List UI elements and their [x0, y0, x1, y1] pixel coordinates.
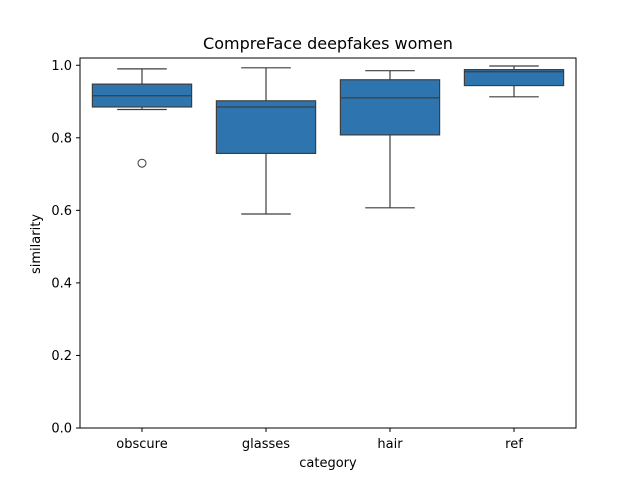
x-tick-label-glasses: glasses: [242, 437, 290, 452]
y-tick-label-1: 0.2: [51, 349, 72, 364]
y-tick-label-5: 1.0: [51, 59, 72, 74]
y-tick-label-0: 0.0: [51, 422, 72, 437]
x-tick-label-hair: hair: [377, 437, 403, 452]
outlier-obscure-0: [137, 158, 147, 168]
x-axis-label: category: [299, 456, 357, 471]
plot-area: 0.0 0.2 0.4 0.6 0.8 1.0 obscure glasses hair ref: [51, 57, 577, 452]
y-tick-label-3: 0.6: [51, 204, 72, 219]
y-tick-label-4: 0.8: [51, 131, 72, 146]
x-tick-label-ref: ref: [505, 437, 523, 452]
axes-frame: [79, 57, 577, 429]
y-axis-label: similarity: [29, 214, 44, 274]
box-ref: [463, 69, 565, 87]
y-tick-label-2: 0.4: [51, 276, 72, 291]
chart-title: CompreFace deepfakes women: [203, 34, 453, 53]
box-hair: [339, 79, 441, 136]
box-glasses: [215, 100, 317, 155]
x-tick-label-obscure: obscure: [116, 437, 167, 452]
